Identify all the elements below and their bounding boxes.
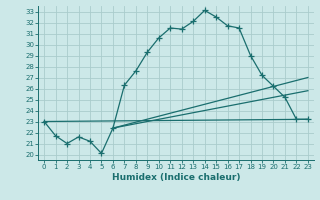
X-axis label: Humidex (Indice chaleur): Humidex (Indice chaleur) [112, 173, 240, 182]
